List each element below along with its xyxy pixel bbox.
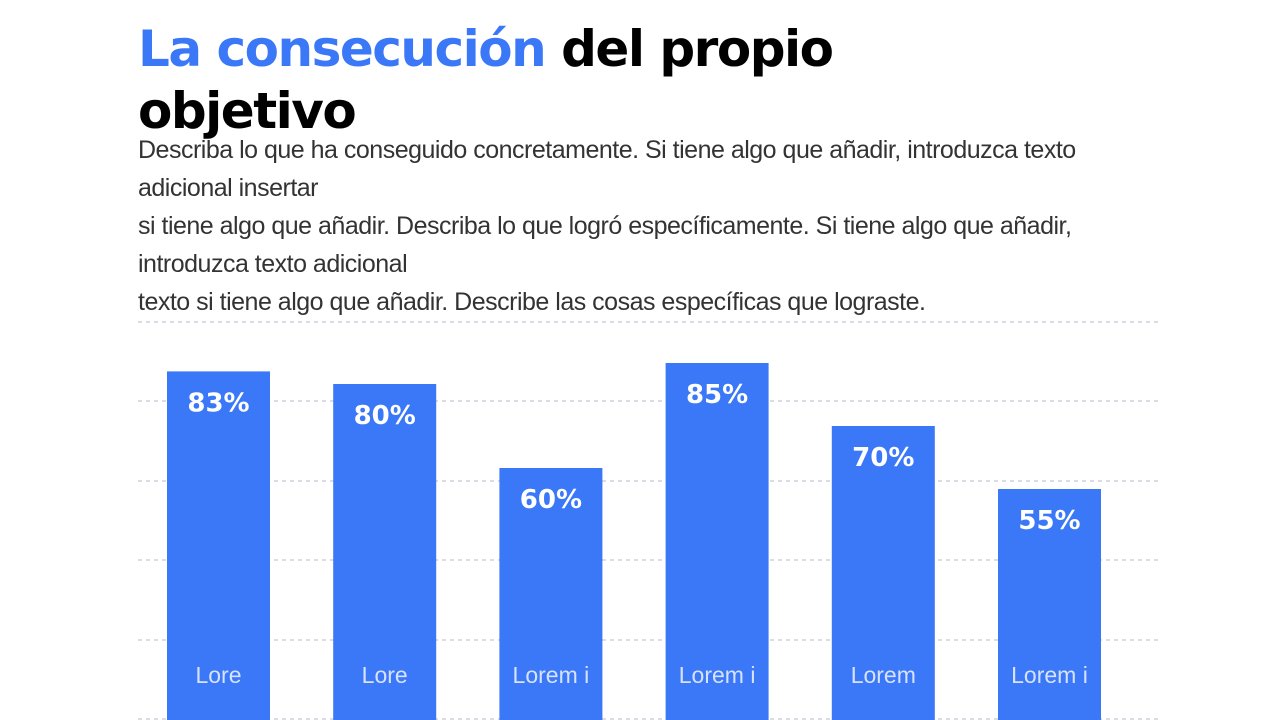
title-rest: del propio objetivo bbox=[138, 20, 834, 140]
bar-category-label: Lorem i bbox=[1011, 662, 1088, 688]
bar-value-label: 83% bbox=[187, 388, 249, 418]
bar bbox=[665, 363, 769, 720]
bar-value-label: 85% bbox=[686, 380, 748, 410]
bar-category-label: Lore bbox=[362, 662, 408, 688]
description: Describa lo que ha conseguido concretame… bbox=[138, 131, 1138, 321]
bar-category-label: Lorem bbox=[851, 662, 916, 688]
description-line: si tiene algo que añadir. Describa lo qu… bbox=[138, 212, 1072, 278]
bar-category-label: Lorem i bbox=[679, 662, 756, 688]
bar bbox=[998, 489, 1101, 720]
bar bbox=[333, 384, 437, 720]
bar-value-label: 60% bbox=[520, 485, 582, 515]
page-title: La consecución del propio objetivo bbox=[138, 18, 938, 142]
bar bbox=[499, 468, 603, 720]
bar bbox=[831, 426, 935, 720]
description-line: Describa lo que ha conseguido concretame… bbox=[138, 136, 1076, 202]
bar-value-label: 80% bbox=[354, 401, 416, 431]
bar-category-label: Lore bbox=[195, 662, 241, 688]
bar-value-label: 55% bbox=[1018, 506, 1080, 536]
bar-value-label: 70% bbox=[852, 443, 914, 473]
title-accent: La consecución bbox=[138, 20, 547, 78]
bar-category-label: Lorem i bbox=[513, 662, 590, 688]
bar bbox=[167, 371, 270, 720]
description-line: texto si tiene algo que añadir. Describe… bbox=[138, 288, 926, 316]
